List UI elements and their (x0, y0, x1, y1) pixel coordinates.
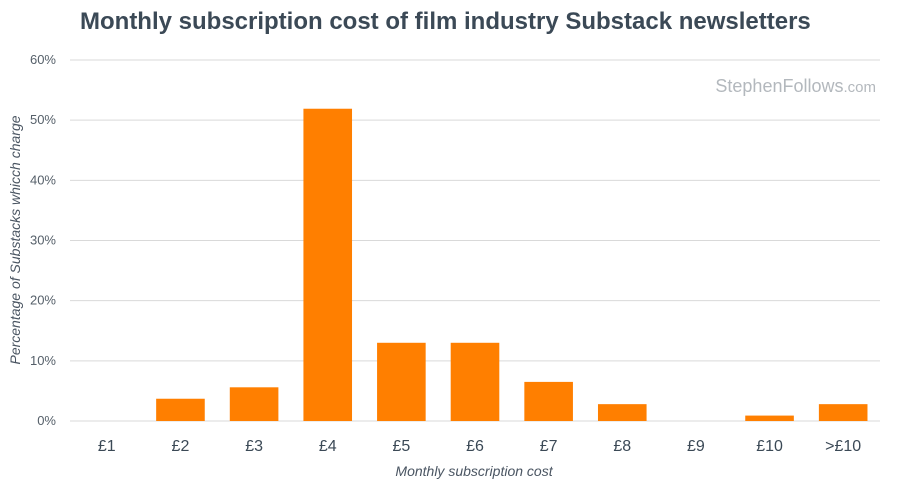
y-axis-label: Percentage of Substacks whicch charge (7, 115, 23, 364)
y-tick-labels: 0% 10% 20% 30% 40% 50% 60% (30, 52, 56, 428)
y-tick-label: 0% (37, 413, 56, 428)
x-tick-label: £8 (613, 438, 631, 455)
watermark-suffix: .com (843, 79, 876, 96)
y-tick-label: 20% (30, 293, 56, 308)
bar (303, 108, 353, 422)
x-tick-labels: £1 £2 £3 £4 £5 £6 £7 £8 £9 £10 >£10 (98, 438, 861, 455)
bar (450, 342, 500, 421)
watermark: StephenFollows.com (715, 76, 876, 96)
y-tick-label: 30% (30, 233, 56, 248)
bars (156, 108, 868, 422)
bar (745, 415, 794, 421)
watermark-main: StephenFollows (715, 76, 843, 96)
x-tick-label: £5 (392, 438, 410, 455)
y-tick-label: 60% (30, 52, 56, 67)
bar (229, 387, 279, 421)
x-tick-label: >£10 (825, 438, 861, 455)
bar (597, 404, 647, 421)
bar (377, 342, 426, 421)
x-tick-label: £6 (466, 438, 484, 455)
x-axis-label: Monthly subscription cost (395, 463, 553, 479)
y-tick-label: 40% (30, 172, 56, 187)
x-tick-label: £4 (319, 438, 337, 455)
x-tick-label: £3 (245, 438, 263, 455)
x-tick-label: £7 (540, 438, 558, 455)
x-tick-label: £9 (687, 438, 705, 455)
bar (524, 381, 573, 421)
y-tick-label: 50% (30, 112, 56, 127)
x-tick-label: £1 (98, 438, 116, 455)
chart-title: Monthly subscription cost of film indust… (80, 8, 811, 35)
y-tick-label: 10% (30, 353, 56, 368)
bar (818, 404, 868, 421)
x-tick-label: £2 (172, 438, 190, 455)
bar (156, 398, 205, 421)
x-tick-label: £10 (756, 438, 783, 455)
